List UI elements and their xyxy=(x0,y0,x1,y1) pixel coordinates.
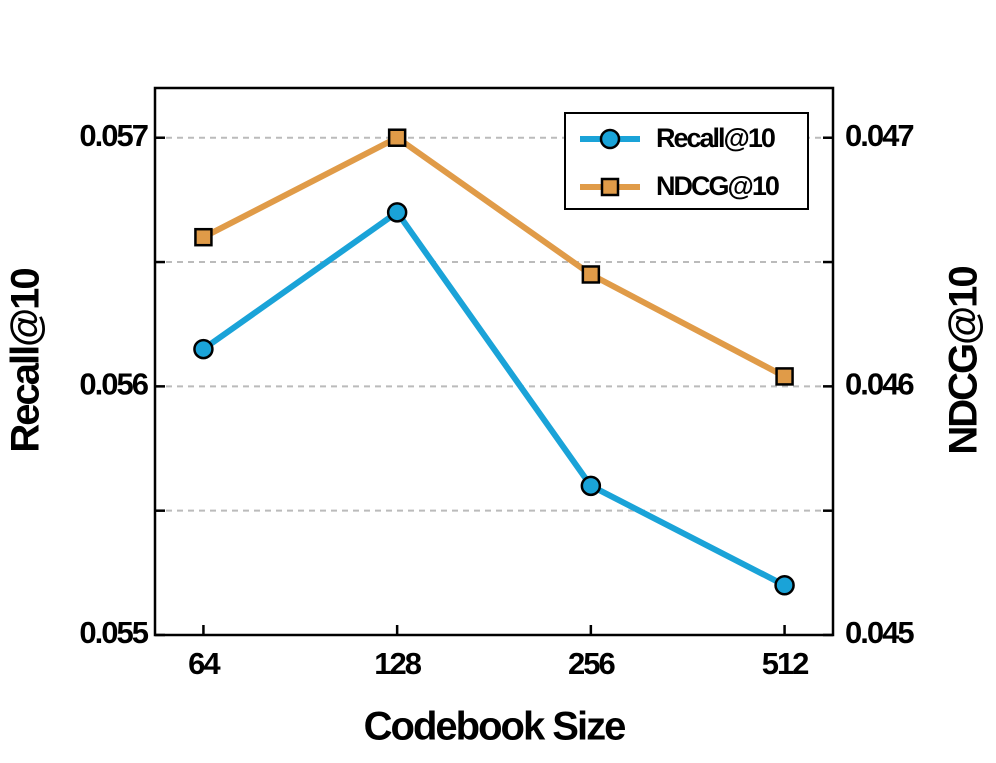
data-point xyxy=(581,265,601,284)
y2-tick-label: 0.047 xyxy=(845,118,913,153)
data-point xyxy=(774,575,795,596)
series-line xyxy=(201,208,786,588)
x-tick-label: 128 xyxy=(374,646,421,681)
y-tick-label: 0.057 xyxy=(79,118,147,153)
x-tick-label: 64 xyxy=(188,646,221,681)
y2-axis-title: NDCG@10 xyxy=(942,267,986,455)
data-point xyxy=(193,338,214,360)
data-point xyxy=(387,128,407,147)
legend-label: Recall@10 xyxy=(656,123,775,153)
plot-frame xyxy=(153,86,835,637)
series-line xyxy=(202,134,786,380)
data-point xyxy=(194,227,213,247)
data-point xyxy=(580,475,602,497)
x-tick-label: 512 xyxy=(762,646,808,681)
x-tick-label: 256 xyxy=(568,646,615,681)
legend-label: NDCG@10 xyxy=(656,171,779,201)
legend-marker xyxy=(600,177,620,197)
y-tick-label: 0.056 xyxy=(79,367,148,402)
y-axis-title: Recall@10 xyxy=(4,269,48,453)
y-tick-label: 0.055 xyxy=(79,615,148,650)
legend-marker xyxy=(599,128,621,150)
x-axis-title: Codebook Size xyxy=(364,705,625,749)
data-point xyxy=(775,367,794,386)
y2-tick-label: 0.045 xyxy=(845,615,914,650)
y2-tick-label: 0.046 xyxy=(845,367,914,402)
data-point xyxy=(386,202,408,223)
